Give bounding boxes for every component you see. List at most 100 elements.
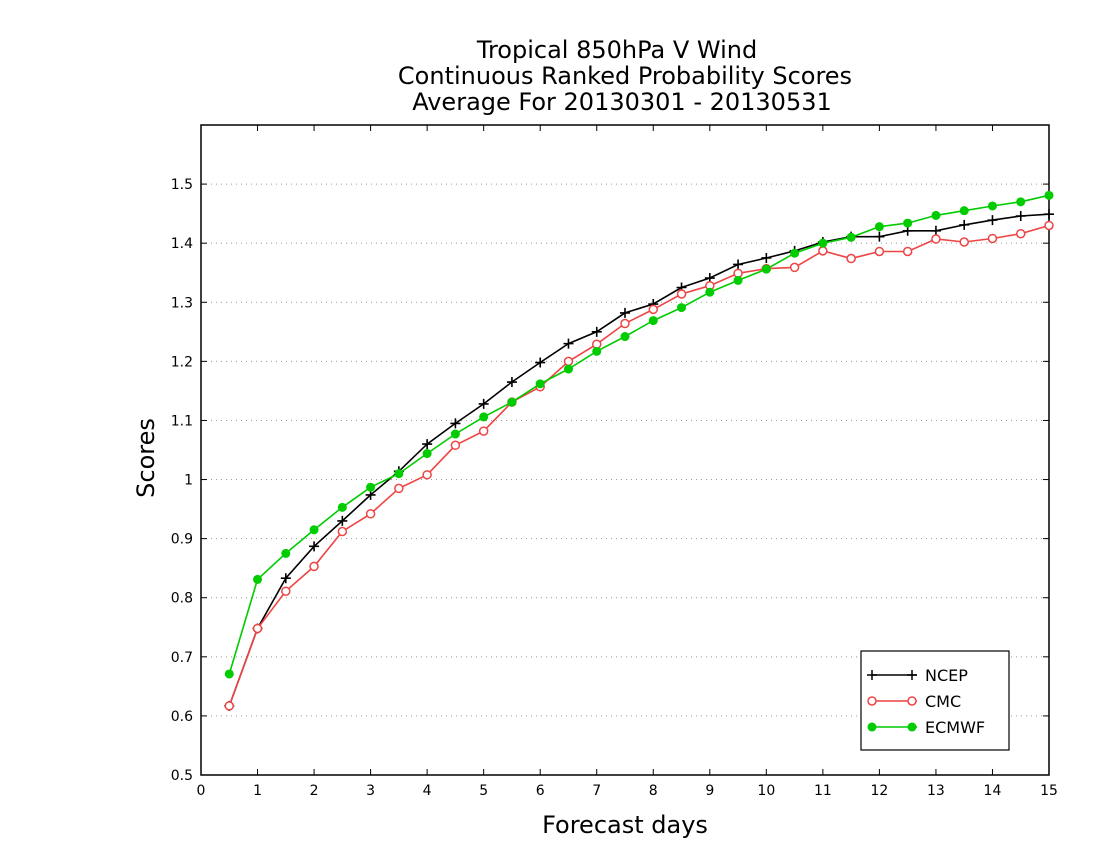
x-tick-label: 14 bbox=[984, 783, 1002, 799]
y-tick-label: 0.7 bbox=[171, 650, 193, 666]
series-cmc bbox=[224, 220, 1054, 711]
legend-marker-ncep bbox=[867, 670, 917, 680]
data-point-ncep bbox=[478, 398, 489, 409]
legend-label-ecmwf: ECMWF bbox=[925, 718, 985, 737]
y-tick-label: 1.5 bbox=[171, 177, 193, 193]
y-tick-label: 1.3 bbox=[171, 295, 193, 311]
data-point-ecmwf bbox=[677, 303, 687, 313]
data-point-ecmwf bbox=[846, 232, 856, 242]
data-point-cmc bbox=[931, 234, 941, 244]
y-axis-ticks: 0.5 0.6 0.7 0.8 0.9 1 1.1 1.2 1.3 1.4 1.5 bbox=[171, 177, 1049, 784]
y-tick-label: 1 bbox=[184, 473, 193, 489]
data-point-ncep bbox=[450, 418, 461, 429]
data-point-ecmwf bbox=[479, 412, 489, 422]
grid-lines bbox=[201, 183, 1049, 717]
data-point-ecmwf bbox=[592, 346, 602, 356]
data-point-cmc bbox=[874, 246, 885, 257]
y-tick-label: 1.2 bbox=[171, 354, 193, 370]
data-point-ecmwf bbox=[620, 332, 630, 342]
x-tick-label: 4 bbox=[423, 783, 432, 799]
data-point-ncep bbox=[761, 252, 772, 263]
legend-marker-ecmwf-left bbox=[867, 722, 877, 732]
data-point-ncep bbox=[535, 357, 546, 368]
data-point-cmc bbox=[818, 246, 828, 256]
data-point-ecmwf bbox=[903, 218, 913, 228]
series-line-cmc bbox=[228, 224, 1050, 707]
legend-label-cmc: CMC bbox=[925, 692, 961, 711]
data-point-cmc bbox=[648, 304, 659, 315]
legend-entry-ncep: NCEP bbox=[867, 666, 968, 685]
legend-marker-ecmwf-right bbox=[907, 722, 917, 732]
data-point-ecmwf bbox=[987, 201, 997, 211]
data-point-cmc bbox=[902, 246, 913, 257]
data-point-ecmwf bbox=[931, 210, 941, 220]
data-point-cmc bbox=[337, 526, 348, 537]
data-point-ecmwf bbox=[309, 525, 319, 535]
y-tick-label: 0.9 bbox=[171, 532, 193, 548]
legend-entry-ecmwf: ECMWF bbox=[867, 718, 985, 737]
x-axis-label: Forecast days bbox=[542, 811, 708, 839]
data-point-ncep bbox=[591, 326, 602, 337]
data-point-cmc bbox=[252, 623, 263, 634]
data-point-ncep bbox=[280, 573, 291, 584]
legend-entry-cmc: CMC bbox=[867, 692, 961, 711]
series-ncep bbox=[224, 209, 1054, 711]
data-point-ecmwf bbox=[818, 238, 828, 248]
series-line-ncep bbox=[228, 213, 1050, 707]
data-point-ecmwf bbox=[790, 248, 800, 258]
x-axis-ticks: 0 1 2 3 4 5 6 7 8 9 10 11 12 13 14 15 bbox=[197, 125, 1058, 799]
legend-label-ncep: NCEP bbox=[925, 666, 968, 685]
data-point-cmc bbox=[394, 483, 404, 494]
data-point-cmc bbox=[563, 356, 574, 367]
data-point-ncep bbox=[1015, 211, 1026, 221]
data-point-ncep bbox=[930, 225, 941, 236]
x-tick-label: 2 bbox=[310, 783, 319, 799]
data-point-ecmwf bbox=[253, 574, 263, 584]
data-point-ecmwf bbox=[733, 275, 743, 285]
data-point-cmc bbox=[620, 318, 630, 329]
x-tick-label: 9 bbox=[705, 783, 714, 799]
y-tick-label: 1.1 bbox=[171, 413, 193, 429]
data-point-ncep bbox=[987, 215, 998, 226]
plot-area-frame bbox=[200, 124, 1050, 776]
data-point-ncep bbox=[337, 515, 348, 526]
y-tick-label: 1.4 bbox=[171, 236, 193, 252]
data-point-ncep bbox=[959, 219, 970, 230]
data-point-cmc bbox=[1044, 220, 1054, 231]
data-point-ecmwf bbox=[450, 429, 460, 439]
y-tick-label: 0.5 bbox=[171, 768, 193, 784]
data-point-ecmwf bbox=[281, 548, 291, 558]
x-tick-label: 13 bbox=[927, 783, 945, 799]
data-point-ecmwf bbox=[394, 469, 404, 479]
data-point-cmc bbox=[224, 701, 235, 711]
data-point-cmc bbox=[676, 289, 687, 299]
data-point-cmc bbox=[987, 233, 998, 244]
data-point-ecmwf bbox=[507, 397, 517, 407]
data-point-ecmwf bbox=[422, 449, 432, 459]
x-tick-label: 10 bbox=[757, 783, 775, 799]
x-tick-label: 0 bbox=[197, 783, 206, 799]
data-point-cmc bbox=[281, 586, 291, 596]
data-point-ecmwf bbox=[761, 264, 771, 274]
x-tick-label: 15 bbox=[1040, 783, 1058, 799]
legend: NCEP CMC ECMWF bbox=[860, 650, 1010, 751]
x-tick-label: 7 bbox=[592, 783, 601, 799]
data-point-ecmwf bbox=[224, 669, 234, 679]
data-point-ncep bbox=[422, 439, 433, 450]
data-point-ecmwf bbox=[535, 379, 545, 389]
data-point-ecmwf bbox=[648, 316, 658, 326]
data-point-cmc bbox=[1015, 228, 1026, 239]
legend-marker-cmc-right bbox=[907, 696, 917, 706]
y-tick-label: 0.8 bbox=[171, 591, 193, 607]
data-point-cmc bbox=[365, 509, 376, 519]
title-line-1: Tropical 850hPa V Wind bbox=[476, 36, 757, 64]
data-point-ncep bbox=[733, 259, 744, 270]
x-tick-label: 6 bbox=[536, 783, 545, 799]
data-point-ecmwf bbox=[1044, 190, 1054, 200]
data-point-ncep bbox=[874, 231, 885, 242]
data-point-cmc bbox=[450, 440, 461, 451]
data-point-ecmwf bbox=[959, 206, 969, 216]
data-point-cmc bbox=[846, 253, 856, 264]
data-point-ncep bbox=[506, 377, 517, 388]
